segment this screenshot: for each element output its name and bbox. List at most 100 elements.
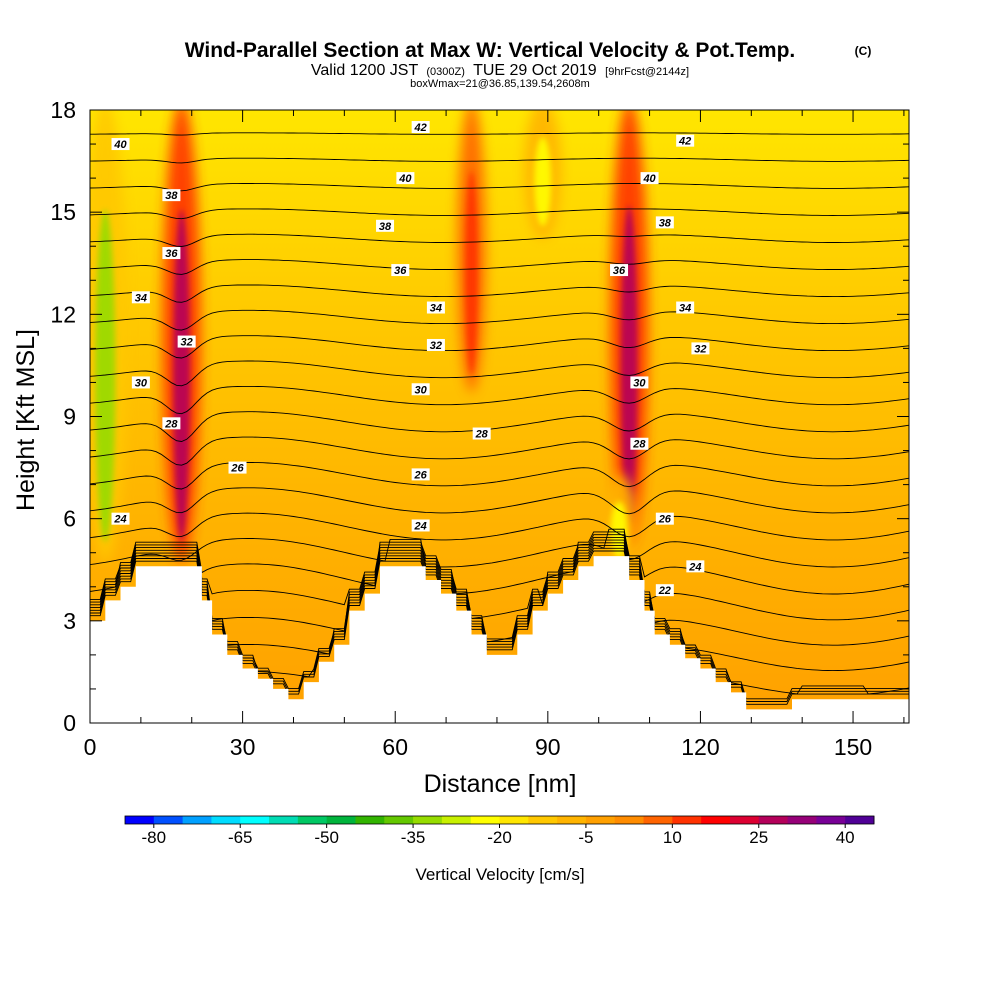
chart-subtitle: Valid 1200 JST (0300Z) TUE 29 Oct 2019 [… <box>311 62 689 79</box>
contour-label-text: 36 <box>165 248 178 260</box>
theta-contour-23 <box>90 536 909 646</box>
terrain <box>90 556 909 723</box>
colorbar-tick-label: 10 <box>663 828 682 847</box>
contour-label-text: 42 <box>414 122 427 134</box>
colorbar-swatch <box>816 816 846 824</box>
colorbar-swatch <box>528 816 558 824</box>
colorbar: -80 -65 -50 -35 -20 -5 10 25 40 <box>124 815 875 847</box>
contour-label: 40 <box>396 172 415 185</box>
colorbar-swatch <box>557 816 587 824</box>
contour-label: 26 <box>655 512 674 526</box>
y-tick-label: 0 <box>63 710 76 736</box>
contour-label: 26 <box>228 461 247 475</box>
contour-label-text: 38 <box>659 217 672 229</box>
contour-label-text: 40 <box>398 173 412 185</box>
y-tick-label: 3 <box>63 608 76 634</box>
contour-label: 30 <box>131 376 150 389</box>
contour-label-text: 22 <box>658 585 671 597</box>
contour-label: 42 <box>411 121 430 134</box>
colorbar-tick-label: -20 <box>487 828 512 847</box>
contour-label: 36 <box>391 264 410 277</box>
colorbar-tick-label: -80 <box>142 828 167 847</box>
y-tick-label: 12 <box>50 301 76 327</box>
contour-label-text: 28 <box>475 429 489 441</box>
contour-label: 34 <box>676 301 695 315</box>
contour-labels: 40 38 36 34 32 30 28 26 24 42 40 38 36 34 32 30 28 26 24 42… <box>111 121 710 597</box>
theta-contour-29 <box>90 461 909 490</box>
contour-label: 32 <box>691 342 710 355</box>
theta-contour-26 <box>90 528 909 568</box>
theta-contour-30 <box>90 436 909 466</box>
colorbar-swatch <box>211 816 241 824</box>
colorbar-swatch <box>125 816 155 824</box>
contour-label-text: 26 <box>414 469 428 481</box>
x-tick-label: 30 <box>230 734 256 760</box>
contour-label-text: 34 <box>679 303 691 315</box>
subtitle-date: TUE 29 Oct 2019 <box>473 62 597 79</box>
colorbar-swatch <box>499 816 529 824</box>
colorbar-swatch <box>182 816 212 824</box>
y-tick-label: 6 <box>63 506 76 532</box>
x-tick-label: 120 <box>681 734 719 760</box>
contour-label-text: 38 <box>165 190 178 202</box>
colorbar-tick-label: 40 <box>836 828 855 847</box>
theta-contour-41 <box>90 157 909 164</box>
contour-label-text: 38 <box>379 221 392 233</box>
theta-contour-34 <box>90 335 909 359</box>
contour-label: 38 <box>655 216 674 229</box>
colorbar-swatch <box>413 816 443 824</box>
colorbar-swatch <box>240 816 270 824</box>
contour-label-text: 24 <box>688 561 701 573</box>
contour-label-text: 40 <box>642 173 656 185</box>
colorbar-swatch <box>701 816 731 824</box>
x-axis-title: Distance [nm] <box>424 770 577 798</box>
subtitle-valid: Valid 1200 JST <box>311 62 419 79</box>
theta-contour-27 <box>90 512 909 541</box>
contour-label-text: 34 <box>135 292 147 304</box>
y-tick-label: 9 <box>63 404 76 430</box>
colorbar-swatch <box>153 816 184 824</box>
contour-label: 28 <box>162 417 181 430</box>
theta-contour-40 <box>90 183 909 192</box>
theta-contour-39 <box>90 208 909 220</box>
x-axis: 0 30 60 90 120 150 <box>84 110 905 760</box>
contour-label-text: 34 <box>430 303 442 315</box>
colorbar-tick-label: -35 <box>401 828 426 847</box>
y-axis-title: Height [Kft MSL] <box>12 329 40 511</box>
theta-contour-31 <box>90 411 909 442</box>
colorbar-tick-label: 25 <box>749 828 768 847</box>
colorbar-swatch <box>384 816 414 824</box>
colorbar-swatch <box>269 816 299 824</box>
colorbar-swatch <box>672 816 702 824</box>
colorbar-swatch <box>470 816 500 824</box>
colorbar-tick-label: -50 <box>314 828 339 847</box>
x-tick-label: 90 <box>535 734 561 760</box>
contour-label: 26 <box>411 468 430 481</box>
contour-label: 28 <box>630 437 649 451</box>
contour-label-text: 32 <box>181 337 193 349</box>
theta-contour-35 <box>90 309 909 331</box>
theta-contour-38 <box>90 233 909 247</box>
chart-subtitle-box: boxWmax=21@36.85,139.54,2608m <box>410 78 590 90</box>
chart-title: Wind-Parallel Section at Max W: Vertical… <box>185 39 796 62</box>
contour-label-text: 30 <box>415 384 428 396</box>
contour-label-text: 32 <box>430 340 442 352</box>
theta-contour-25 <box>90 531 909 595</box>
contour-label-text: 24 <box>113 514 126 526</box>
subtitle-forecast: [9hrFcst@2144z] <box>605 66 689 78</box>
contour-label-text: 36 <box>613 265 626 277</box>
theta-contour-42 <box>90 132 909 136</box>
contour-label-text: 26 <box>230 463 244 475</box>
colorbar-swatch <box>758 816 789 824</box>
colorbar-tick-label: -5 <box>578 828 593 847</box>
theta-contour-24 <box>90 534 909 621</box>
theta-contour-33 <box>90 360 909 387</box>
contour-label-text: 40 <box>113 139 127 151</box>
contour-label: 24 <box>686 560 705 573</box>
contour-label: 40 <box>640 172 659 185</box>
contour-label: 40 <box>111 138 130 151</box>
x-tick-label: 0 <box>84 734 97 760</box>
contour-label: 38 <box>162 189 181 202</box>
